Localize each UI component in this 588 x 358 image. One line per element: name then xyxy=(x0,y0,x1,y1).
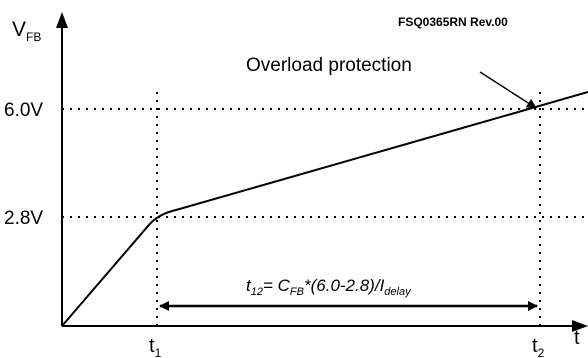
level-label-6v: 6.0V xyxy=(4,100,43,121)
level-label-2.8v: 2.8V xyxy=(4,208,43,229)
overload-protection-label: Overload protection xyxy=(246,55,412,76)
figure-tag: FSQ0365RN Rev.00 xyxy=(398,15,508,29)
x-axis-label: t xyxy=(574,327,580,349)
x-axis-arrowhead xyxy=(572,320,588,332)
overload-pointer-arrow xyxy=(479,71,537,109)
t1-label: t1 xyxy=(149,335,162,358)
y-axis-label: VFB xyxy=(12,18,41,44)
delay-formula: t12= CFB*(6.0-2.8)/Idelay xyxy=(246,276,412,298)
vfb-curve xyxy=(61,91,588,327)
y-axis-arrowhead xyxy=(56,12,68,28)
t2-label: t2 xyxy=(532,335,545,358)
